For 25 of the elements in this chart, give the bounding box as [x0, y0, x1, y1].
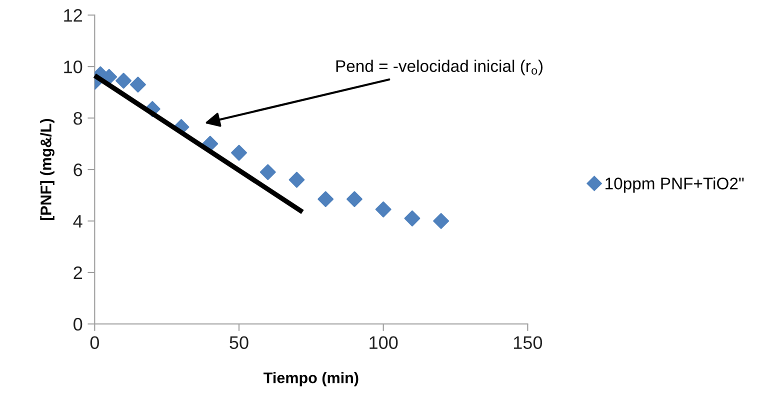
- point: [375, 201, 392, 218]
- y-axis-title: [PNF] (mg&/L): [40, 118, 54, 220]
- y-tick-label: 4: [73, 215, 82, 228]
- y-tick-label: 2: [74, 266, 82, 280]
- y-tick-label: 8: [74, 112, 82, 125]
- point: [116, 72, 132, 89]
- x-tick-label: 150: [514, 336, 542, 350]
- annotation: Pend = -velocidad inicial (r$_{o}$): [336, 60, 543, 76]
- point: [260, 164, 276, 180]
- y-tick-label: 0: [74, 318, 82, 331]
- x-tick-label: 0: [90, 336, 99, 350]
- y-tick-label: 12: [64, 9, 82, 22]
- y-tick-label: 10: [64, 60, 82, 74]
- x-tick-label: 100: [370, 336, 398, 350]
- x-tick-label: 50: [230, 336, 248, 350]
- point: [346, 191, 362, 208]
- point: [231, 144, 247, 161]
- legend-label: 10ppm PNF+TiO2": [606, 177, 744, 193]
- point: [433, 213, 450, 229]
- point: [318, 191, 334, 208]
- point: [130, 76, 146, 93]
- x-axis-title: Tiempo (min): [264, 372, 358, 386]
- point: [288, 172, 305, 188]
- point: [404, 210, 420, 226]
- y-tick-label: 6: [74, 163, 82, 176]
